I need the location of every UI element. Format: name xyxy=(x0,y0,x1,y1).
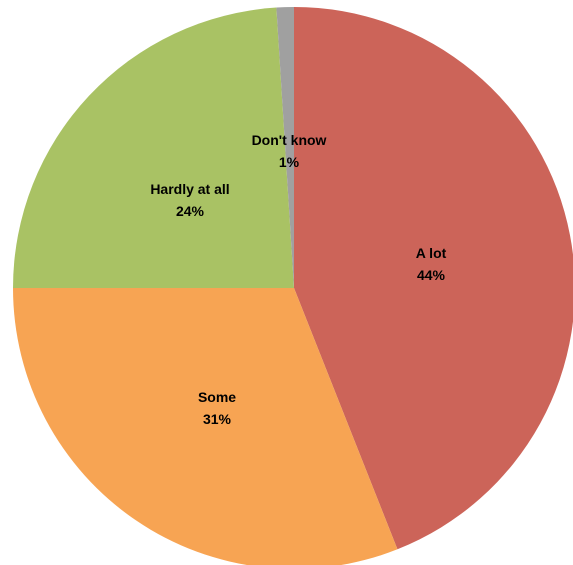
slice-value-some: 31% xyxy=(203,411,232,427)
slice-label-a-lot: A lot xyxy=(416,245,447,261)
pie-slice-don-t-know xyxy=(276,7,294,288)
slice-value-hardly-at-all: 24% xyxy=(176,203,205,219)
slice-label-dont-know: Don't know xyxy=(252,132,327,148)
pie-slice-some xyxy=(13,288,398,565)
slice-value-a-lot: 44% xyxy=(417,267,446,283)
pie-slice-hardly-at-all xyxy=(13,7,294,288)
pie-labels: A lot 44% Some 31% Hardly at all 24% Don… xyxy=(150,132,446,427)
slice-value-dont-know: 1% xyxy=(279,154,300,170)
pie-slice-a-lot xyxy=(294,7,573,550)
slice-label-some: Some xyxy=(198,389,236,405)
slice-label-hardly-at-all: Hardly at all xyxy=(150,181,229,197)
pie-slices xyxy=(13,7,573,565)
